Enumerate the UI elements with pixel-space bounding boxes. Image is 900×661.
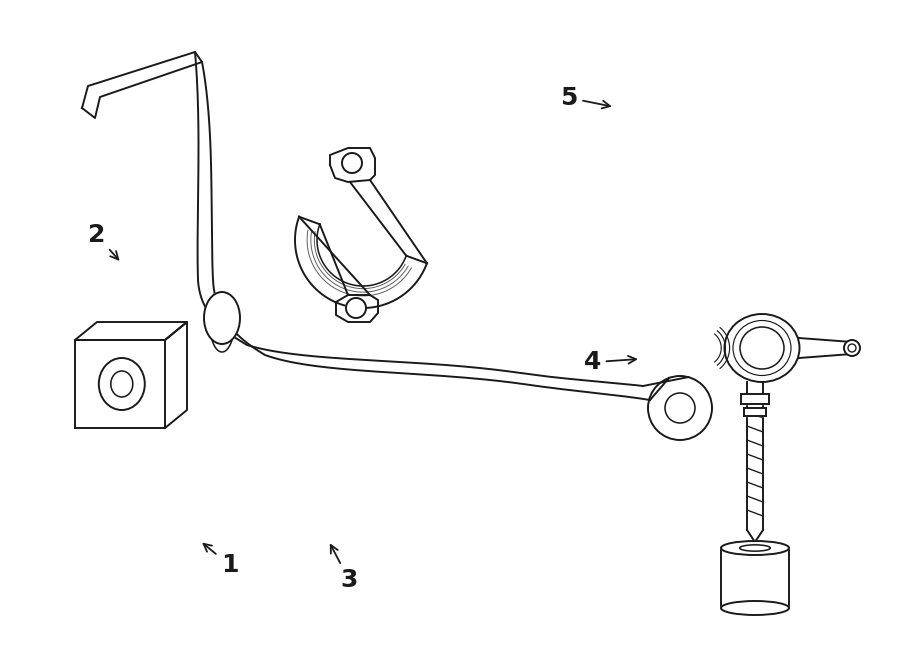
- Ellipse shape: [721, 601, 789, 615]
- Polygon shape: [336, 295, 378, 322]
- Polygon shape: [82, 52, 202, 118]
- Circle shape: [648, 376, 712, 440]
- Circle shape: [844, 340, 860, 356]
- Polygon shape: [165, 322, 187, 428]
- Circle shape: [346, 298, 366, 318]
- Polygon shape: [330, 148, 375, 182]
- Polygon shape: [195, 52, 650, 400]
- Text: 3: 3: [330, 545, 358, 592]
- Polygon shape: [212, 340, 232, 352]
- Text: 5: 5: [560, 86, 610, 110]
- Ellipse shape: [721, 541, 789, 555]
- Ellipse shape: [724, 314, 799, 382]
- Ellipse shape: [204, 292, 240, 344]
- Polygon shape: [295, 217, 427, 308]
- Text: 4: 4: [583, 350, 636, 374]
- Polygon shape: [744, 408, 766, 416]
- Circle shape: [342, 153, 362, 173]
- Polygon shape: [721, 548, 789, 608]
- Polygon shape: [75, 322, 187, 340]
- Polygon shape: [75, 340, 165, 428]
- Text: 1: 1: [203, 544, 238, 577]
- Polygon shape: [799, 338, 852, 358]
- Polygon shape: [741, 394, 769, 404]
- Text: 2: 2: [87, 223, 118, 260]
- Polygon shape: [747, 382, 763, 530]
- Ellipse shape: [99, 358, 145, 410]
